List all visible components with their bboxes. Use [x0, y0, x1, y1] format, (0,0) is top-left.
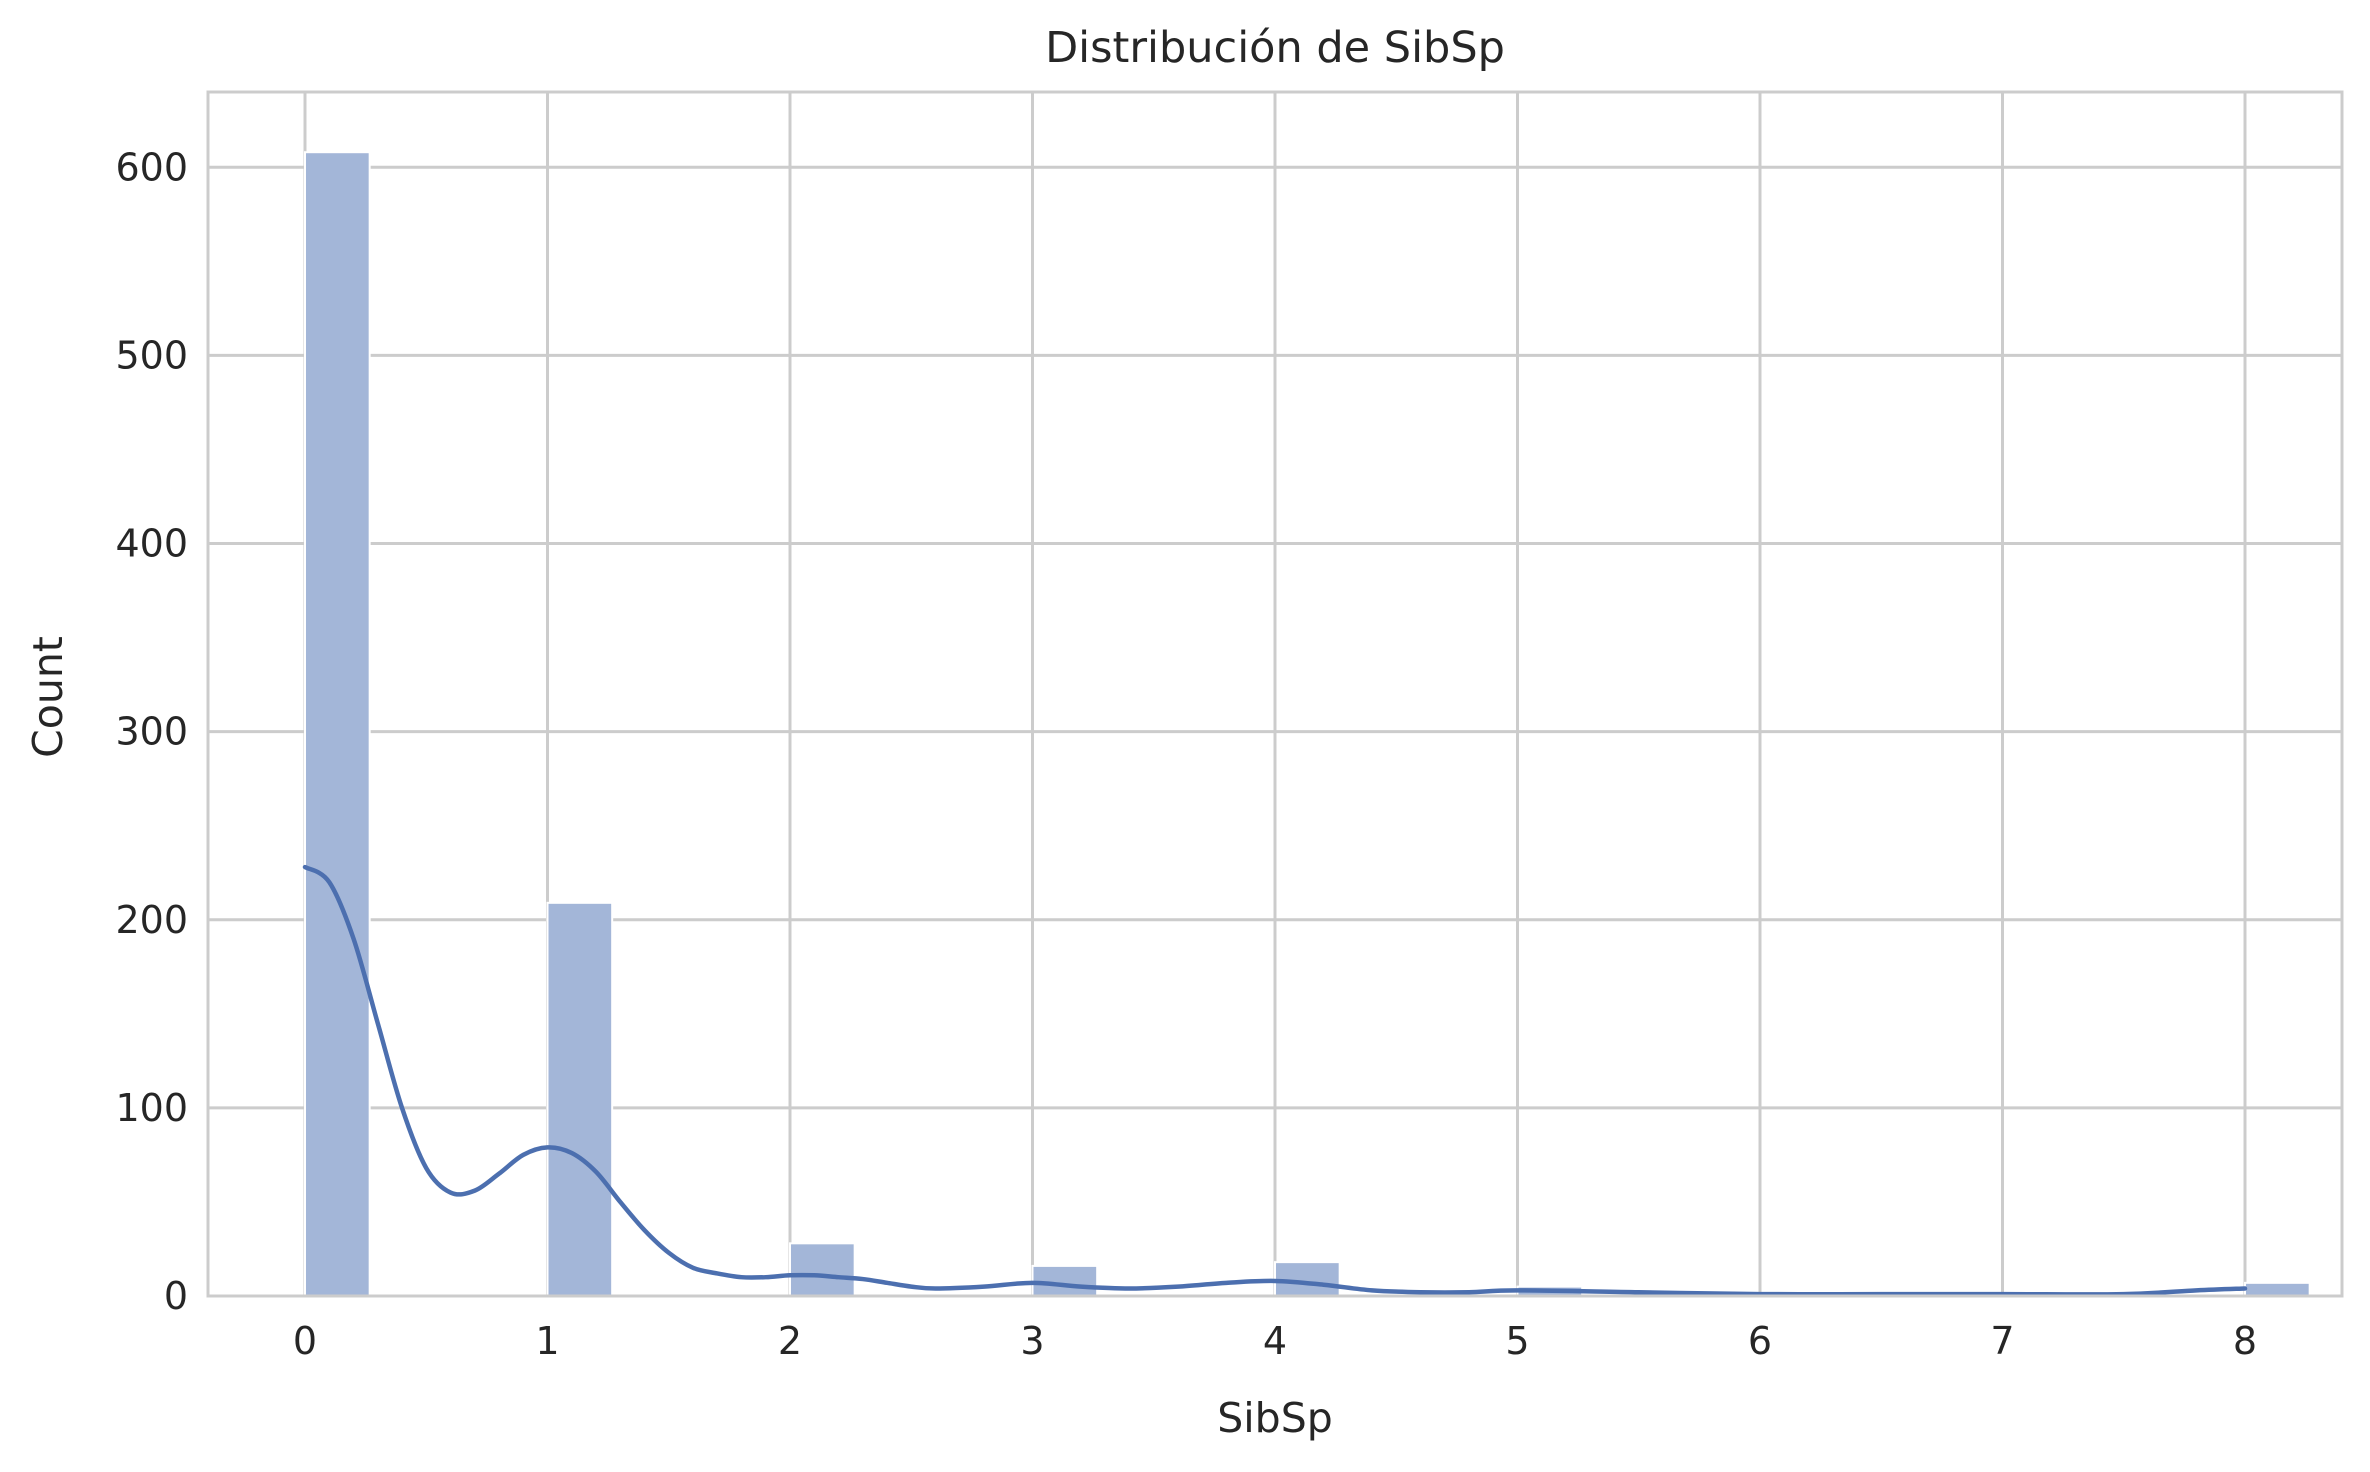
y-tick-label: 300: [115, 710, 188, 754]
histogram-bar: [546, 901, 614, 1297]
y-tick-label: 500: [115, 333, 188, 377]
chart-title: Distribución de SibSp: [1045, 23, 1505, 73]
histogram-bar: [2244, 1281, 2311, 1298]
y-tick-label: 100: [115, 1086, 188, 1130]
y-tick-label: 0: [164, 1274, 188, 1318]
x-tick-label: 6: [1748, 1319, 1772, 1363]
y-axis-label: Count: [24, 636, 72, 758]
x-tick-labels: 0 1 2 3 4 5 6 7 8: [293, 1319, 2257, 1363]
bars-layer: [304, 151, 2311, 1298]
plot-frame: [206, 90, 2344, 1298]
x-tick-label: 0: [293, 1319, 317, 1363]
x-tick-label: 2: [778, 1319, 802, 1363]
x-tick-label: 7: [1990, 1319, 2014, 1363]
y-tick-labels: 0 100 200 300 400 500 600: [115, 145, 188, 1318]
y-tick-label: 400: [115, 522, 188, 566]
x-tick-label: 3: [1020, 1319, 1044, 1363]
histogram-bar: [1031, 1264, 1099, 1298]
histogram-bar: [304, 151, 371, 1298]
x-tick-label: 8: [2233, 1319, 2257, 1363]
x-tick-label: 5: [1505, 1319, 1529, 1363]
histogram-bar: [1274, 1261, 1341, 1297]
x-tick-label: 4: [1263, 1319, 1287, 1363]
x-tick-label: 1: [535, 1319, 559, 1363]
histogram-bar: [789, 1242, 856, 1297]
kde-line: [302, 864, 2248, 1297]
y-tick-label: 200: [115, 898, 188, 942]
y-tick-label: 600: [115, 145, 188, 189]
x-axis-label: SibSp: [1217, 1394, 1333, 1442]
